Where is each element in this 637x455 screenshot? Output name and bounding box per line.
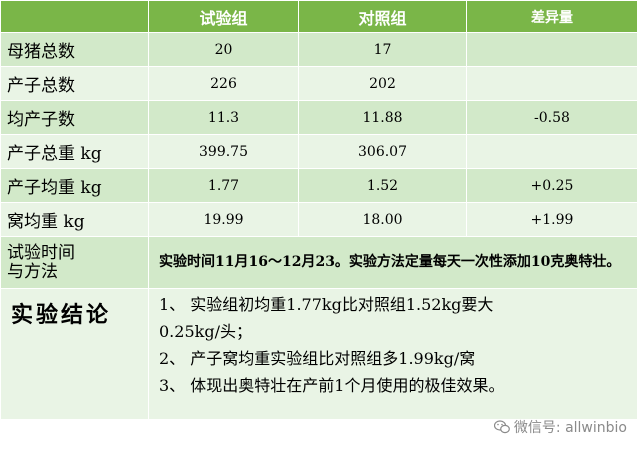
table-header-row: 试验组 对照组 差异量 <box>0 0 637 33</box>
header-difference: 差异量 <box>466 0 637 33</box>
method-label-line2: 与方法 <box>7 261 58 282</box>
row-label: 母猪总数 <box>0 32 149 67</box>
method-label: 试验时间 与方法 <box>0 236 149 289</box>
method-text: 实验时间11月16～12月23。实验方法定量每天一次性添加10克奥特壮。 <box>148 236 637 289</box>
conclusion-line: 2、 产子窝均重实验组比对照组多1.99kg/窝 <box>159 349 476 368</box>
control-value: 17 <box>298 32 467 67</box>
method-label-line1: 试验时间 <box>7 242 75 263</box>
row-label: 窝均重 kg <box>0 202 149 237</box>
test-value: 19.99 <box>148 202 299 237</box>
control-value: 1.52 <box>298 168 467 203</box>
diff-value <box>466 134 637 169</box>
table-row: 均产子数 11.3 11.88 -0.58 <box>0 100 637 135</box>
control-value: 11.88 <box>298 100 467 135</box>
table-row: 产子均重 kg 1.77 1.52 +0.25 <box>0 168 637 203</box>
conclusion-label: 实验结论 <box>0 288 149 420</box>
control-value: 18.00 <box>298 202 467 237</box>
method-row: 试验时间 与方法 实验时间11月16～12月23。实验方法定量每天一次性添加10… <box>0 236 637 289</box>
table-row: 产子总数 226 202 <box>0 66 637 101</box>
row-label: 均产子数 <box>0 100 149 135</box>
test-value: 20 <box>148 32 299 67</box>
diff-value: -0.58 <box>466 100 637 135</box>
diff-value: +0.25 <box>466 168 637 203</box>
test-value: 399.75 <box>148 134 299 169</box>
header-control-group: 对照组 <box>298 0 467 33</box>
watermark: 微信号: allwinbio <box>493 417 627 437</box>
comparison-table: 试验组 对照组 差异量 母猪总数 20 17 产子总数 226 202 均产子数… <box>0 0 637 420</box>
diff-value: +1.99 <box>466 202 637 237</box>
row-label: 产子总数 <box>0 66 149 101</box>
diff-value <box>466 66 637 101</box>
diff-value <box>466 32 637 67</box>
table-row: 窝均重 kg 19.99 18.00 +1.99 <box>0 202 637 237</box>
conclusion-text: 1、 实验组初均重1.77kg比对照组1.52kg要大 0.25kg/头； 2、… <box>148 288 637 420</box>
test-value: 11.3 <box>148 100 299 135</box>
watermark-text: 微信号: allwinbio <box>513 420 627 436</box>
row-label: 产子均重 kg <box>0 168 149 203</box>
conclusion-line: 3、 体现出奥特壮在产前1个月使用的极佳效果。 <box>159 376 505 395</box>
test-value: 1.77 <box>148 168 299 203</box>
table-row: 产子总重 kg 399.75 306.07 <box>0 134 637 169</box>
wechat-icon <box>493 420 510 434</box>
row-label: 产子总重 kg <box>0 134 149 169</box>
table-row: 母猪总数 20 17 <box>0 32 637 67</box>
conclusion-line: 1、 实验组初均重1.77kg比对照组1.52kg要大 <box>159 295 494 314</box>
control-value: 202 <box>298 66 467 101</box>
header-empty-cell <box>0 0 149 33</box>
header-test-group: 试验组 <box>148 0 299 33</box>
test-value: 226 <box>148 66 299 101</box>
control-value: 306.07 <box>298 134 467 169</box>
conclusion-row: 实验结论 1、 实验组初均重1.77kg比对照组1.52kg要大 0.25kg/… <box>0 288 637 420</box>
conclusion-line: 0.25kg/头； <box>159 322 252 341</box>
